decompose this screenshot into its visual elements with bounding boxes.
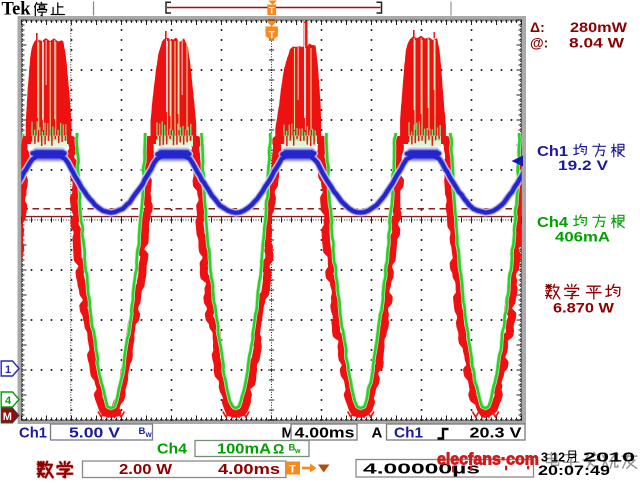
svg-text:8.04 W: 8.04 W (569, 35, 625, 51)
svg-text:406mA: 406mA (555, 229, 610, 245)
svg-text:280mW: 280mW (570, 19, 628, 35)
svg-text:2010: 2010 (583, 450, 635, 465)
svg-text:Ch1: Ch1 (19, 425, 47, 442)
svg-text:elecfans·com: elecfans·com (437, 451, 539, 469)
svg-text:Ω: Ω (273, 441, 284, 457)
svg-text:w: w (294, 448, 301, 455)
svg-text:Ch1: Ch1 (537, 144, 568, 160)
svg-text:W: W (146, 432, 153, 439)
svg-text:T: T (289, 463, 296, 475)
svg-text:Ch4: Ch4 (157, 441, 188, 458)
svg-text:2.00 W: 2.00 W (119, 461, 173, 478)
svg-text:5.00 V: 5.00 V (69, 425, 120, 442)
svg-text:4: 4 (5, 395, 12, 407)
svg-text:4.00000µs: 4.00000µs (363, 461, 480, 478)
svg-text:@:: @: (530, 35, 548, 51)
svg-text:M: M (3, 411, 12, 423)
svg-text:Ch1: Ch1 (394, 425, 423, 442)
svg-text:A: A (372, 425, 383, 442)
svg-text:20.3 V: 20.3 V (470, 425, 522, 442)
svg-text:Δ:: Δ: (530, 19, 545, 35)
svg-text:19.2 V: 19.2 V (558, 157, 609, 173)
svg-text:B: B (139, 426, 146, 437)
svg-text:T: T (269, 30, 275, 41)
svg-text:6.870 W: 6.870 W (553, 300, 615, 316)
svg-text:20:07:49: 20:07:49 (538, 463, 610, 478)
svg-text:3 12: 3 12 (541, 450, 565, 465)
svg-text:4.00ms: 4.00ms (218, 461, 280, 478)
svg-text:Ch4: Ch4 (537, 215, 568, 231)
svg-text:4.00ms: 4.00ms (295, 425, 355, 442)
svg-text:T: T (269, 5, 275, 16)
svg-text:B: B (289, 443, 296, 454)
svg-text:Tek: Tek (2, 0, 32, 20)
svg-text:100mA: 100mA (217, 441, 271, 458)
svg-text:1: 1 (5, 364, 11, 376)
